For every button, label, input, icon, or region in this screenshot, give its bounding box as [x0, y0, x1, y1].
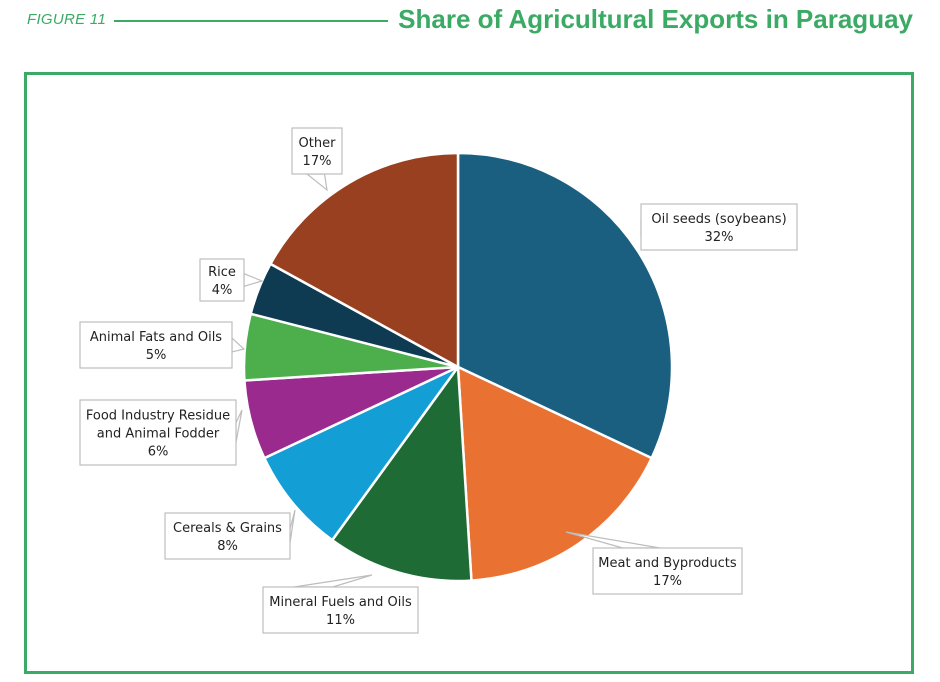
pie-slices [242, 151, 674, 583]
callout-text: Meat and Byproducts [598, 556, 737, 571]
callout-text: Animal Fats and Oils [90, 330, 222, 345]
callout-6: Rice 4% [199, 258, 264, 302]
callout-text: 6% [148, 445, 169, 460]
pie-slice-7 [269, 151, 460, 369]
callout-text: Cereals & Grains [173, 521, 282, 536]
callout-text: Oil seeds (soybeans) [651, 212, 786, 227]
callout-text: Mineral Fuels and Oils [269, 595, 412, 610]
callout-0: Oil seeds (soybeans) 32% [640, 203, 798, 251]
callout-4: Food Industry Residue and Animal Fodder 6% [79, 399, 243, 466]
callout-text: 4% [212, 283, 233, 298]
pie-slice-2 [330, 365, 473, 583]
callout-text: 32% [705, 230, 734, 245]
callout-1: Meat and Byproducts 17% [565, 531, 743, 595]
pie-slice-3 [263, 365, 460, 542]
figure-label: FIGURE 11 [27, 11, 107, 28]
callout-text: Food Industry Residue [86, 409, 230, 424]
callout-text: and Animal Fodder [97, 427, 220, 442]
callout-text: Other [299, 136, 337, 151]
pie-slice-0 [456, 151, 674, 460]
data-callouts: Oil seeds (soybeans) 32% Meat and Byproduc… [79, 127, 798, 634]
callout-7: Other 17% [291, 127, 343, 192]
chart-frame [24, 72, 914, 674]
callout-text: Rice [208, 265, 236, 280]
callout-3: Cereals & Grains 8% [164, 509, 296, 560]
header-rule [114, 20, 388, 22]
callout-5: Animal Fats and Oils 5% [79, 321, 246, 369]
pie-slice-1 [456, 365, 653, 582]
callout-text: 5% [146, 348, 167, 363]
callout-text: 17% [303, 154, 332, 169]
callout-text: 8% [217, 539, 238, 554]
chart-title: Share of Agricultural Exports in Paragua… [398, 4, 913, 34]
callout-2: Mineral Fuels and Oils 11% [262, 574, 419, 634]
callout-text: 17% [653, 574, 682, 589]
callout-text: 11% [326, 613, 355, 628]
